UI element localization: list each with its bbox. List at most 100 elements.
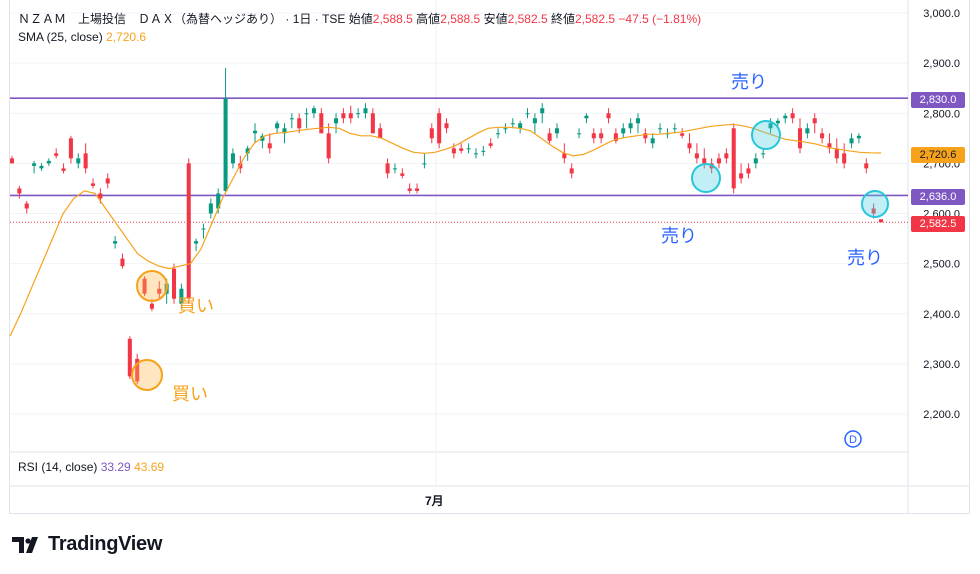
candle[interactable] (569, 163, 574, 179)
candle[interactable] (282, 123, 287, 144)
candle[interactable] (731, 123, 736, 194)
candle[interactable] (481, 145, 486, 156)
candle[interactable] (790, 108, 795, 124)
candle[interactable] (157, 281, 162, 299)
candle[interactable] (9, 155, 15, 164)
candle[interactable] (363, 103, 368, 119)
candle[interactable] (466, 143, 471, 154)
candle[interactable] (326, 123, 331, 164)
candle[interactable] (820, 128, 825, 144)
sma-label[interactable]: SMA (25, close) (18, 30, 103, 44)
candle[interactable] (260, 133, 265, 149)
candle[interactable] (378, 123, 383, 139)
candle[interactable] (591, 128, 596, 144)
candle[interactable] (422, 153, 427, 169)
candle[interactable] (577, 128, 582, 139)
candle[interactable] (348, 105, 353, 124)
candle[interactable] (171, 263, 177, 304)
candle[interactable] (827, 133, 832, 154)
sma-legend[interactable]: SMA (25, close) 2,720.6 (18, 30, 146, 44)
candle[interactable] (61, 163, 66, 174)
candle[interactable] (540, 103, 545, 124)
candle[interactable] (496, 128, 501, 139)
rsi-legend[interactable]: RSI (14, close) 33.29 43.69 (18, 460, 164, 474)
candle[interactable] (142, 276, 147, 297)
candle[interactable] (429, 123, 434, 144)
candle[interactable] (341, 108, 346, 124)
candle[interactable] (849, 133, 854, 149)
candle[interactable] (400, 168, 405, 179)
candle[interactable] (392, 163, 397, 174)
candle[interactable] (613, 128, 618, 144)
candle[interactable] (459, 143, 464, 154)
candles[interactable] (9, 68, 884, 384)
candle[interactable] (230, 148, 235, 169)
candle[interactable] (444, 118, 449, 134)
candle[interactable] (518, 120, 523, 134)
candle[interactable] (415, 183, 420, 194)
candle[interactable] (805, 123, 810, 139)
candle[interactable] (120, 253, 125, 269)
candle[interactable] (746, 163, 751, 179)
candle[interactable] (201, 223, 206, 239)
candle[interactable] (334, 113, 339, 134)
level-lines[interactable] (10, 97, 908, 197)
candle[interactable] (253, 123, 258, 144)
candle[interactable] (356, 108, 361, 119)
candle[interactable] (208, 198, 213, 219)
candle[interactable] (46, 158, 51, 166)
candle[interactable] (783, 113, 788, 124)
candle[interactable] (311, 105, 316, 119)
candle[interactable] (289, 113, 294, 129)
candle[interactable] (878, 219, 884, 223)
candle[interactable] (621, 123, 626, 139)
candle[interactable] (724, 148, 729, 164)
candle[interactable] (223, 68, 228, 194)
candle[interactable] (716, 153, 722, 169)
candle[interactable] (680, 128, 685, 139)
candle[interactable] (179, 283, 184, 309)
candle[interactable] (407, 183, 412, 194)
candle[interactable] (76, 153, 81, 169)
candle[interactable] (532, 113, 537, 134)
candle[interactable] (83, 143, 88, 174)
candle[interactable] (797, 118, 803, 154)
candle[interactable] (194, 238, 199, 252)
candle[interactable] (39, 163, 44, 171)
price-axis[interactable]: 2,200.02,300.02,400.02,500.02,600.02,700… (923, 8, 960, 421)
candle[interactable] (473, 148, 478, 159)
candle[interactable] (525, 108, 530, 119)
candle[interactable] (17, 185, 22, 199)
level-tag-2636[interactable]: 2,636.0 (911, 189, 965, 205)
candle[interactable] (113, 236, 118, 249)
candle[interactable] (32, 160, 37, 174)
candle[interactable] (186, 158, 191, 304)
candle[interactable] (275, 120, 280, 134)
candle[interactable] (643, 128, 648, 144)
candle[interactable] (319, 108, 324, 134)
candle[interactable] (304, 108, 309, 129)
rsi-label[interactable]: RSI (14, close) (18, 460, 98, 474)
candle[interactable] (599, 128, 604, 144)
tradingview-logo[interactable]: TradingView (12, 533, 162, 556)
candle[interactable] (267, 133, 272, 154)
candle[interactable] (687, 133, 692, 154)
candle[interactable] (503, 123, 508, 134)
candle[interactable] (385, 158, 390, 179)
candle[interactable] (694, 143, 699, 164)
candle[interactable] (834, 138, 839, 164)
candle[interactable] (127, 336, 132, 379)
candle[interactable] (658, 123, 663, 134)
candle[interactable] (488, 138, 493, 149)
candle[interactable] (635, 113, 640, 134)
level-tag-2830[interactable]: 2,830.0 (911, 92, 965, 108)
interval[interactable]: 1日 (292, 12, 312, 26)
candle[interactable] (554, 123, 559, 139)
candle[interactable] (510, 118, 515, 129)
candle[interactable] (24, 200, 29, 214)
candle[interactable] (856, 133, 861, 144)
dividend-icon[interactable] (844, 430, 862, 448)
candle[interactable] (606, 108, 611, 124)
candle[interactable] (842, 143, 847, 169)
